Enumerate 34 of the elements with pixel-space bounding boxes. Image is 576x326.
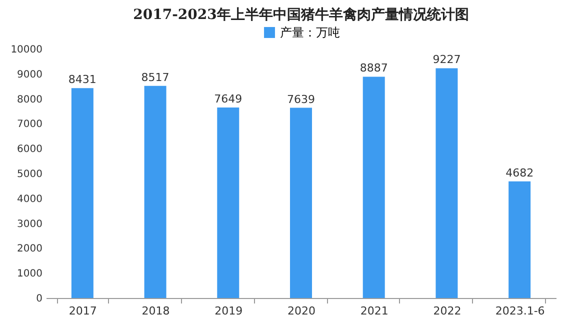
y-tick-label: 9000 [17,69,42,80]
data-label: 8517 [141,70,170,84]
bar [508,181,531,298]
y-tick-label: 10000 [10,44,42,56]
y-tick-label: 4000 [17,194,42,205]
y-tick-label: 7000 [17,119,42,130]
data-label: 8887 [360,62,388,75]
y-tick-label: 1000 [17,268,42,280]
data-label: 7649 [214,92,242,106]
bar [71,88,94,298]
x-tick-label: 2018 [142,304,170,318]
data-label: 8431 [68,73,96,86]
data-label: 4682 [506,166,534,180]
x-tick-label: 2020 [288,304,316,318]
legend-label: 产量：万吨 [280,26,340,40]
x-tick-label: 2022 [433,304,462,318]
y-tick-label: 6000 [17,144,42,156]
x-tick-label: 2017 [68,304,97,318]
y-tick-label: 8000 [17,94,42,106]
x-tick-label: 2021 [360,304,388,318]
y-tick-label: 0 [36,294,42,304]
bar [362,76,385,298]
bar [144,86,166,298]
x-tick-label: 2023.1-6 [495,304,545,318]
bar [436,68,458,298]
bar [217,108,240,298]
data-label: 9227 [432,53,461,66]
x-tick-label: 2019 [214,304,243,318]
chart-title: 2017-2023年上半年中国猪牛羊禽肉产量情况统计图 [133,6,469,23]
data-label: 7639 [287,92,315,106]
y-tick-label: 2000 [17,244,42,255]
y-tick-label: 3000 [17,218,42,230]
bar [290,108,312,298]
y-tick-label: 5000 [17,169,42,180]
